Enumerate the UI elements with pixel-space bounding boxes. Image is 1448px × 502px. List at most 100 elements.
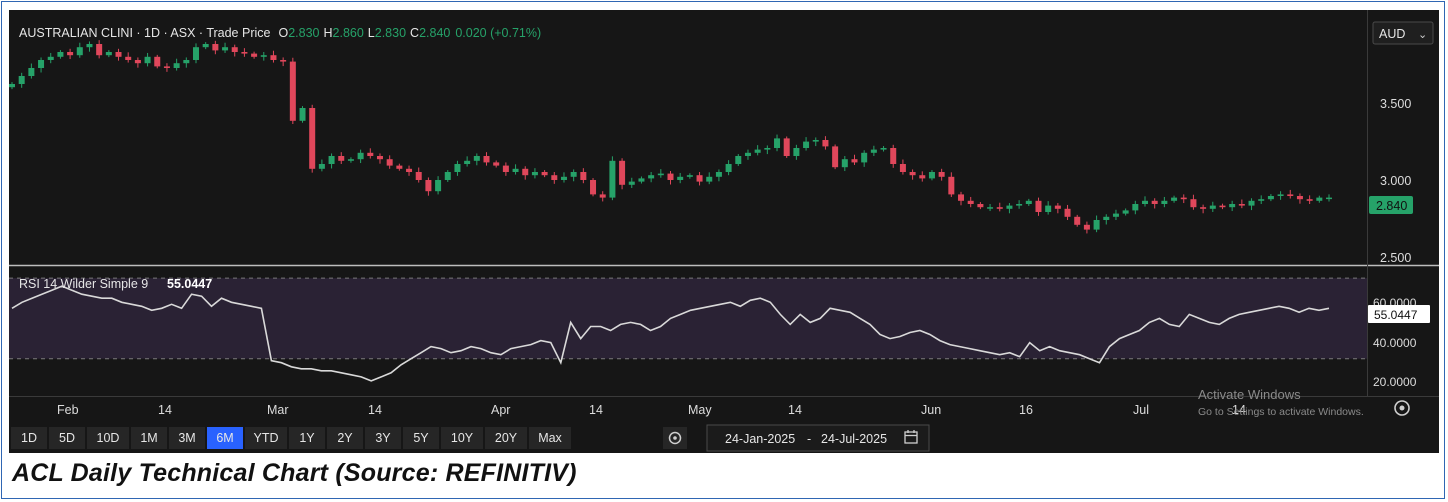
chart-settings-button[interactable]: [1394, 400, 1410, 416]
range-button-20y[interactable]: 20Y: [485, 427, 527, 449]
range-button-max[interactable]: Max: [529, 427, 571, 449]
candle-body: [1103, 216, 1110, 220]
open-value: 2.830: [288, 26, 319, 40]
candle-body: [1035, 200, 1042, 212]
candle-body: [289, 61, 296, 121]
candle-body: [222, 47, 229, 51]
candle-body: [512, 168, 519, 172]
candle-body: [57, 52, 64, 57]
range-button-label: Max: [538, 431, 562, 445]
candle-body: [783, 138, 790, 156]
date-separator: -: [807, 432, 811, 446]
candle-body: [735, 156, 742, 164]
toolbar-settings-button[interactable]: [663, 427, 687, 449]
candle-body: [231, 47, 238, 52]
watermark-line2: Go to Settings to activate Windows.: [1198, 406, 1364, 418]
date-from: 24-Jan-2025: [725, 432, 795, 446]
candle-body: [38, 60, 45, 68]
candle-body: [1112, 213, 1119, 217]
candle-body: [309, 108, 316, 169]
gear-icon: [668, 431, 682, 445]
low-label: L: [368, 26, 375, 40]
candle-body: [948, 176, 955, 195]
candle-body: [822, 140, 829, 147]
candle-body: [870, 149, 877, 153]
range-button-6m[interactable]: 6M: [207, 427, 243, 449]
time-tick: 14: [368, 403, 382, 417]
candle-body: [1132, 204, 1139, 211]
candle-body: [1258, 199, 1265, 201]
candle-body: [977, 204, 984, 208]
candle-body: [1229, 204, 1236, 208]
candle-body: [338, 156, 345, 161]
range-button-ytd[interactable]: YTD: [245, 427, 287, 449]
candle-body: [880, 148, 887, 150]
range-button-3m[interactable]: 3M: [169, 427, 205, 449]
calendar-icon: [904, 430, 918, 444]
candle-body: [628, 181, 635, 185]
candle-body: [251, 53, 258, 57]
candle-body: [1316, 197, 1323, 201]
candle-body: [115, 52, 122, 57]
rsi-tick: 20.0000: [1373, 375, 1417, 389]
candle-body: [212, 44, 219, 51]
open-label: O: [278, 26, 288, 40]
candle-body: [154, 56, 161, 67]
candle-body: [493, 162, 500, 166]
time-tick: 14: [1232, 403, 1246, 417]
candle-body: [192, 47, 199, 60]
candle-body: [173, 63, 180, 68]
ohlc-readout: O2.830 H2.860 L2.830 C2.840 0.020 (+0.71%): [278, 26, 541, 40]
range-button-10d[interactable]: 10D: [87, 427, 129, 449]
candle-body: [774, 138, 781, 148]
candle-body: [1142, 200, 1149, 204]
currency-dropdown[interactable]: AUD ⌄: [1372, 21, 1434, 45]
candle-body: [1248, 200, 1255, 206]
range-toolbar: 1D 5D 10D 1M 3M 6M YTD 1Y 2Y 3Y 5Y 10Y 20Y Max: [11, 427, 571, 449]
candle-body: [715, 172, 722, 177]
candle-body: [686, 175, 693, 177]
range-button-label: 2Y: [337, 431, 353, 445]
range-button-5y[interactable]: 5Y: [403, 427, 439, 449]
low-value: 2.830: [375, 26, 406, 40]
range-button-1d[interactable]: 1D: [11, 427, 47, 449]
candle-body: [367, 152, 374, 156]
candle-body: [28, 68, 35, 76]
candle-body: [1025, 200, 1032, 204]
candle-body: [619, 160, 626, 185]
date-range-picker[interactable]: 24-Jan-2025 - 24-Jul-2025: [706, 424, 930, 452]
range-button-label: 5D: [59, 431, 75, 445]
candle-body: [861, 152, 868, 163]
candle-body: [134, 60, 141, 64]
candle-body: [1296, 196, 1303, 200]
candle-body: [163, 66, 170, 68]
candle-body: [890, 148, 897, 164]
candle-body: [987, 207, 994, 209]
candle-body: [96, 44, 103, 56]
candle-body: [347, 159, 354, 161]
candle-body: [328, 156, 335, 164]
range-button-label: 20Y: [495, 431, 518, 445]
candle-body: [1267, 196, 1274, 200]
range-button-label: 5Y: [413, 431, 429, 445]
rsi-title: RSI 14 Wilder Simple 9: [19, 277, 148, 291]
range-button-2y[interactable]: 2Y: [327, 427, 363, 449]
candle-body: [696, 175, 703, 182]
rsi-tag-value: 55.0447: [1374, 308, 1418, 322]
chart-svg: AUSTRALIAN CLINI · 1D · ASX · Trade Pric…: [8, 10, 1439, 452]
range-button-3y[interactable]: 3Y: [365, 427, 401, 449]
candle-body: [435, 180, 442, 192]
candle-body: [502, 165, 509, 172]
candle-body: [599, 194, 606, 198]
price-tick: 3.000: [1380, 174, 1411, 188]
range-button-5d[interactable]: 5D: [49, 427, 85, 449]
range-button-1y[interactable]: 1Y: [289, 427, 325, 449]
candle-body: [280, 60, 287, 62]
candle-body: [396, 165, 403, 169]
candle-body: [18, 76, 25, 84]
range-button-1m[interactable]: 1M: [131, 427, 167, 449]
candle-body: [919, 175, 926, 179]
candle-body: [667, 173, 674, 180]
range-button-10y[interactable]: 10Y: [441, 427, 483, 449]
candle-body: [1277, 194, 1284, 196]
